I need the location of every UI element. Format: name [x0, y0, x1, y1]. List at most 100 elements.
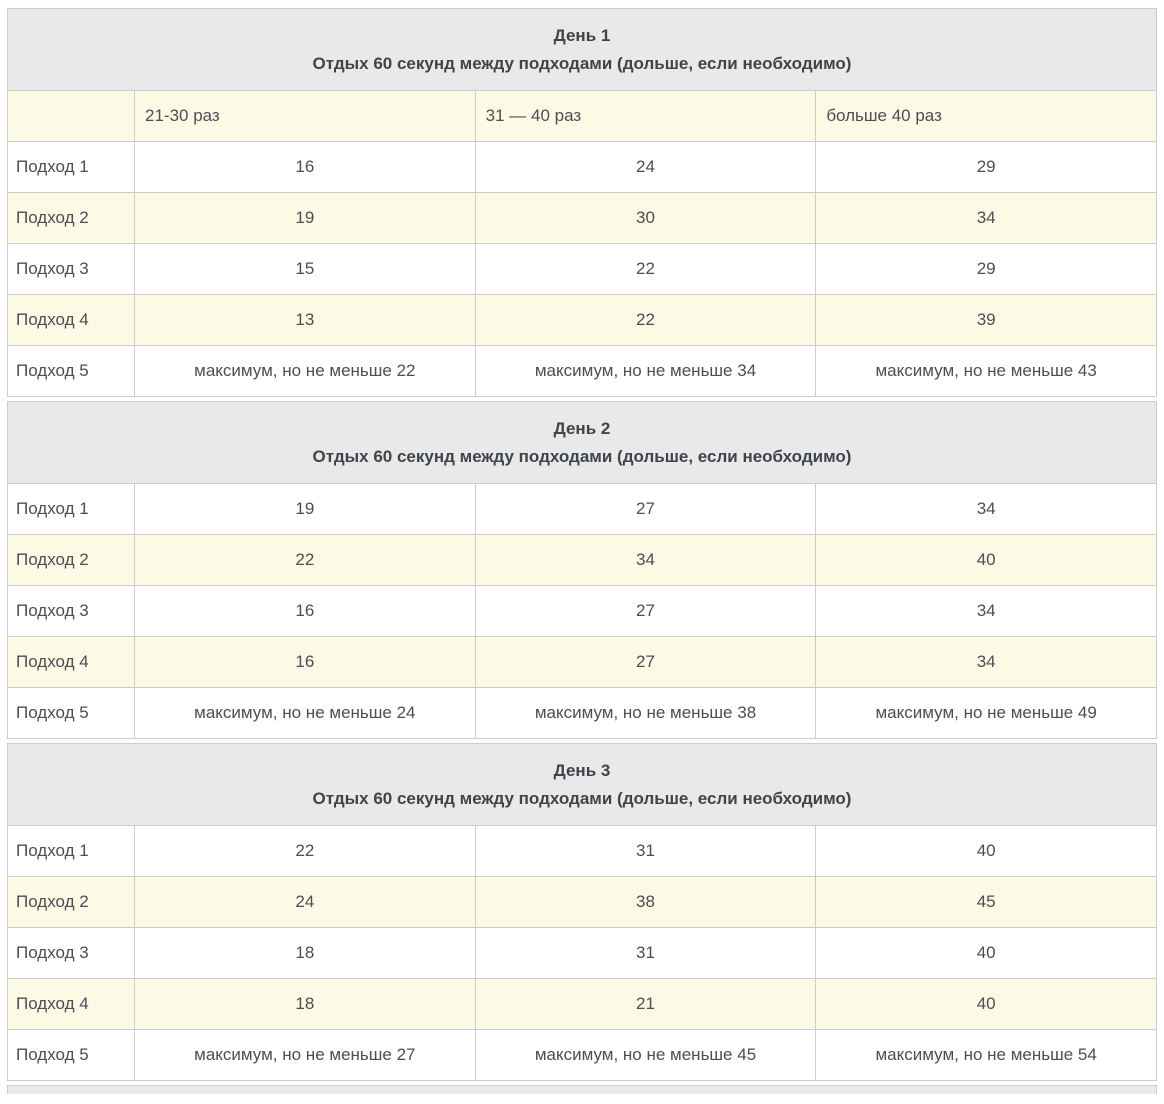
- reps-value-cell: 24: [134, 876, 476, 929]
- reps-value-cell: 22: [134, 534, 476, 587]
- reps-value-cell: 45: [815, 876, 1157, 929]
- reps-value-cell: максимум, но не меньше 49: [815, 687, 1157, 740]
- day-header-cell: День 1 Отдых 60 секунд между подходами (д…: [7, 7, 1157, 92]
- set-label-cell: Подход 5: [7, 1029, 135, 1082]
- set-row: Подход 3 18 31 40: [7, 927, 1157, 980]
- day-title: День 2: [553, 419, 611, 439]
- reps-value-cell: максимум, но не меньше 45: [474, 1029, 817, 1082]
- column-header-row: 21-30 раз 31 — 40 раз больше 40 раз: [7, 90, 1157, 143]
- day-header-row: День 3 Отдых 60 секунд между подходами (д…: [7, 743, 1157, 827]
- set-label-cell: Подход 4: [7, 636, 135, 689]
- reps-value-cell: 19: [134, 483, 476, 536]
- set-label-cell: Подход 2: [7, 534, 135, 587]
- set-row: Подход 1 16 24 29: [7, 141, 1157, 194]
- reps-value-cell: 21: [474, 978, 817, 1031]
- set-label-cell: Подход 1: [7, 483, 135, 536]
- set-row: Подход 3 15 22 29: [7, 243, 1157, 296]
- set-row: Подход 4 18 21 40: [7, 978, 1157, 1031]
- reps-value-cell: 40: [815, 978, 1157, 1031]
- reps-value-cell: 34: [815, 192, 1157, 245]
- day-table: День 1 Отдых 60 секунд между подходами (д…: [7, 7, 1157, 398]
- reps-value-cell: 40: [815, 927, 1157, 980]
- reps-value-cell: 22: [474, 243, 817, 296]
- reps-value-cell: 34: [474, 534, 817, 587]
- next-table-top-edge: [7, 1085, 1157, 1095]
- reps-value-cell: 27: [474, 636, 817, 689]
- set-label-cell: Подход 2: [7, 876, 135, 929]
- reps-value-cell: максимум, но не меньше 43: [815, 345, 1157, 398]
- day-subtitle: Отдых 60 секунд между подходами (дольше,…: [312, 53, 852, 73]
- reps-value-cell: 29: [815, 243, 1157, 296]
- program-tables: День 1 Отдых 60 секунд между подходами (д…: [7, 7, 1157, 1082]
- reps-value-cell: 29: [815, 141, 1157, 194]
- reps-value-cell: максимум, но не меньше 54: [815, 1029, 1157, 1082]
- day-header-row: День 1 Отдых 60 секунд между подходами (д…: [7, 7, 1157, 92]
- reps-value-cell: максимум, но не меньше 27: [134, 1029, 476, 1082]
- set-label-cell: Подход 1: [7, 825, 135, 878]
- day-title: День 1: [553, 26, 611, 45]
- reps-value-cell: 40: [815, 825, 1157, 878]
- day-table-body: День 2 Отдых 60 секунд между подходами (д…: [7, 401, 1157, 740]
- reps-value-cell: 27: [474, 483, 817, 536]
- reps-value-cell: 31: [474, 825, 817, 878]
- day-header-cell: День 2 Отдых 60 секунд между подходами (д…: [7, 401, 1157, 485]
- set-label-cell: Подход 1: [7, 141, 135, 194]
- set-row: Подход 2 22 34 40: [7, 534, 1157, 587]
- reps-value-cell: 19: [134, 192, 476, 245]
- reps-value-cell: 18: [134, 927, 476, 980]
- reps-value-cell: 16: [134, 141, 476, 194]
- reps-value-cell: 38: [474, 876, 817, 929]
- reps-value-cell: 16: [134, 585, 476, 638]
- day-table: День 2 Отдых 60 секунд между подходами (д…: [7, 401, 1157, 740]
- day-header-cell: День 3 Отдых 60 секунд между подходами (д…: [7, 743, 1157, 827]
- reps-value-cell: 31: [474, 927, 817, 980]
- reps-value-cell: 27: [474, 585, 817, 638]
- reps-value-cell: 22: [474, 294, 817, 347]
- rep-range-header: больше 40 раз: [815, 90, 1157, 143]
- reps-value-cell: 34: [815, 585, 1157, 638]
- reps-value-cell: 40: [815, 534, 1157, 587]
- set-label-cell: Подход 4: [7, 978, 135, 1031]
- set-row: Подход 2 19 30 34: [7, 192, 1157, 245]
- set-row: Подход 1 22 31 40: [7, 825, 1157, 878]
- day-table-body: День 3 Отдых 60 секунд между подходами (д…: [7, 743, 1157, 1082]
- set-label-cell: Подход 3: [7, 927, 135, 980]
- reps-value-cell: максимум, но не меньше 24: [134, 687, 476, 740]
- reps-value-cell: 30: [474, 192, 817, 245]
- set-row: Подход 2 24 38 45: [7, 876, 1157, 929]
- day-subtitle: Отдых 60 секунд между подходами (дольше,…: [312, 788, 852, 808]
- day-subtitle: Отдых 60 секунд между подходами (дольше,…: [312, 446, 852, 466]
- day-table-body: День 1 Отдых 60 секунд между подходами (д…: [7, 7, 1157, 398]
- reps-value-cell: 13: [134, 294, 476, 347]
- set-label-cell: Подход 4: [7, 294, 135, 347]
- reps-value-cell: максимум, но не меньше 38: [474, 687, 817, 740]
- corner-cell: [7, 90, 135, 143]
- reps-value-cell: максимум, но не меньше 34: [474, 345, 817, 398]
- set-row: Подход 1 19 27 34: [7, 483, 1157, 536]
- reps-value-cell: максимум, но не меньше 22: [134, 345, 476, 398]
- reps-value-cell: 39: [815, 294, 1157, 347]
- reps-value-cell: 15: [134, 243, 476, 296]
- reps-value-cell: 34: [815, 483, 1157, 536]
- rep-range-header: 21-30 раз: [134, 90, 476, 143]
- rep-range-header: 31 — 40 раз: [474, 90, 817, 143]
- set-row: Подход 5 максимум, но не меньше 24 максиму…: [7, 687, 1157, 740]
- reps-value-cell: 22: [134, 825, 476, 878]
- reps-value-cell: 16: [134, 636, 476, 689]
- reps-value-cell: 24: [474, 141, 817, 194]
- set-label-cell: Подход 5: [7, 345, 135, 398]
- day-table: День 3 Отдых 60 секунд между подходами (д…: [7, 743, 1157, 1082]
- reps-value-cell: 18: [134, 978, 476, 1031]
- set-label-cell: Подход 3: [7, 243, 135, 296]
- set-label-cell: Подход 5: [7, 687, 135, 740]
- set-label-cell: Подход 3: [7, 585, 135, 638]
- set-row: Подход 5 максимум, но не меньше 27 максиму…: [7, 1029, 1157, 1082]
- reps-value-cell: 34: [815, 636, 1157, 689]
- day-title: День 3: [553, 761, 611, 781]
- set-row: Подход 4 16 27 34: [7, 636, 1157, 689]
- set-row: Подход 4 13 22 39: [7, 294, 1157, 347]
- set-label-cell: Подход 2: [7, 192, 135, 245]
- set-row: Подход 3 16 27 34: [7, 585, 1157, 638]
- set-row: Подход 5 максимум, но не меньше 22 максиму…: [7, 345, 1157, 398]
